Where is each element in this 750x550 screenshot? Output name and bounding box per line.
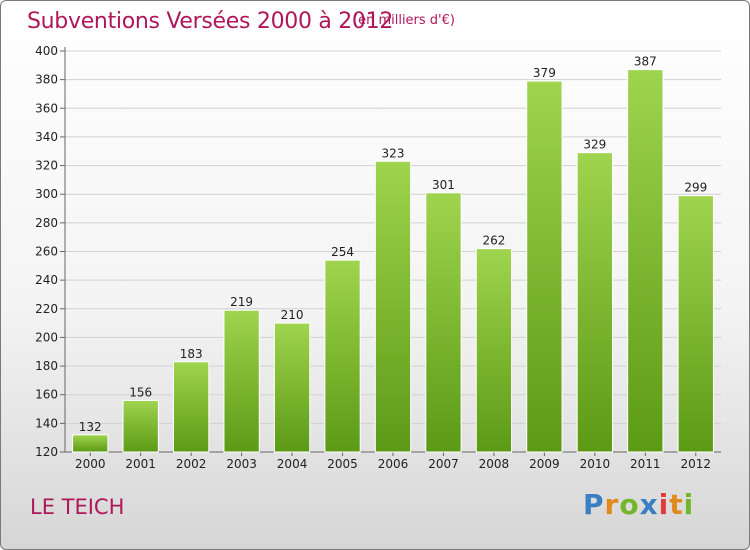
commune-name: LE TEICH <box>30 495 125 519</box>
y-tick-label: 200 <box>35 330 58 344</box>
x-tick-label-2004: 2004 <box>277 457 308 471</box>
bar-2007 <box>425 192 462 453</box>
bar-2006 <box>374 160 412 453</box>
value-label-2003: 219 <box>230 295 253 309</box>
x-tick-label-2000: 2000 <box>75 457 106 471</box>
bar-2000 <box>72 434 109 453</box>
logo-letter: r <box>604 488 620 521</box>
x-tick-label-2003: 2003 <box>226 457 257 471</box>
value-label-2000: 132 <box>79 420 102 434</box>
y-tick-label: 320 <box>35 159 58 173</box>
bar-2005 <box>324 259 361 453</box>
bar-2004 <box>273 322 311 453</box>
value-label-2009: 379 <box>533 66 556 80</box>
value-label-2002: 183 <box>180 347 203 361</box>
bar-2003 <box>223 309 260 453</box>
y-tick-label: 160 <box>35 388 58 402</box>
value-label-2010: 329 <box>583 138 606 152</box>
bar-2008 <box>475 248 513 453</box>
y-tick-label: 380 <box>35 73 58 87</box>
y-tick-label: 340 <box>35 130 58 144</box>
value-label-2011: 387 <box>634 55 657 69</box>
x-tick-label-2009: 2009 <box>529 457 560 471</box>
bar-2012 <box>677 195 714 453</box>
y-tick-label: 400 <box>35 44 58 58</box>
x-tick-label-2008: 2008 <box>479 457 510 471</box>
y-tick-label: 220 <box>35 302 58 316</box>
bar-2001 <box>122 399 159 453</box>
x-tick-label-2007: 2007 <box>428 457 459 471</box>
y-tick-label: 300 <box>35 187 58 201</box>
logo-letter: t <box>669 488 684 521</box>
value-label-2006: 323 <box>382 146 405 160</box>
value-label-2001: 156 <box>129 385 152 399</box>
x-tick-label-2001: 2001 <box>125 457 156 471</box>
logo-letter: x <box>639 488 659 521</box>
proxiti-logo: Proxiti <box>583 488 694 521</box>
x-tick-label-2005: 2005 <box>327 457 358 471</box>
chart-subtitle: (en milliers d'€) <box>353 13 455 28</box>
logo-letter: o <box>619 488 640 521</box>
logo-letter: i <box>658 488 670 521</box>
value-label-2004: 210 <box>281 308 304 322</box>
x-tick-label-2012: 2012 <box>680 457 711 471</box>
bar-2010 <box>576 152 614 453</box>
chart-title: Subventions Versées 2000 à 2012 <box>27 9 394 34</box>
x-tick-label-2010: 2010 <box>580 457 611 471</box>
x-tick-label-2002: 2002 <box>176 457 207 471</box>
value-label-2005: 254 <box>331 245 354 259</box>
y-tick-label: 280 <box>35 216 58 230</box>
y-tick-label: 260 <box>35 245 58 259</box>
value-label-2008: 262 <box>482 234 505 248</box>
y-tick-label: 240 <box>35 273 58 287</box>
logo-letter: P <box>583 488 605 521</box>
value-label-2012: 299 <box>684 181 707 195</box>
bar-2009 <box>526 80 563 453</box>
y-tick-label: 360 <box>35 101 58 115</box>
y-tick-label: 180 <box>35 359 58 373</box>
y-tick-label: 140 <box>35 416 58 430</box>
logo-letter: i <box>683 488 695 521</box>
bar-2002 <box>172 361 210 453</box>
y-tick-label: 120 <box>35 445 58 459</box>
bar-2011 <box>627 69 664 453</box>
value-label-2007: 301 <box>432 178 455 192</box>
x-tick-label-2006: 2006 <box>378 457 409 471</box>
x-tick-label-2011: 2011 <box>630 457 661 471</box>
